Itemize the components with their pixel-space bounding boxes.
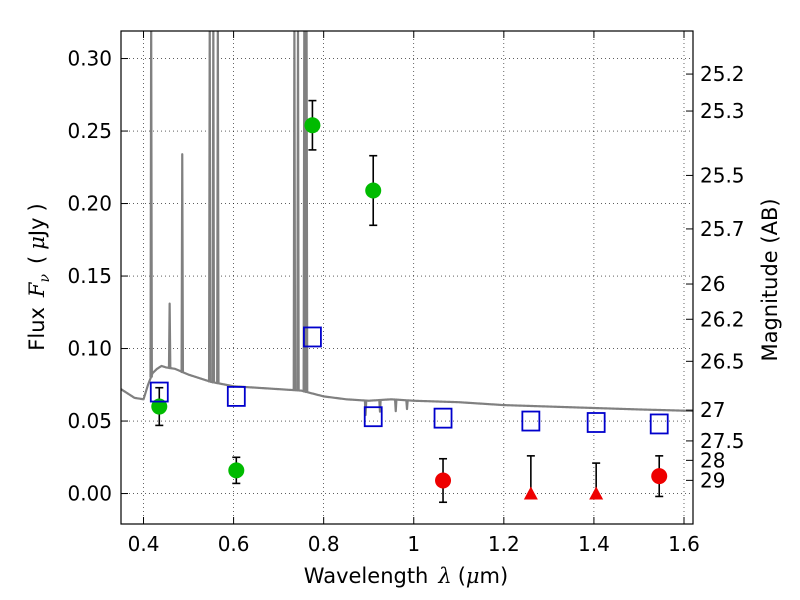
x-axis-label: Wavelength λ (μm) <box>304 564 508 588</box>
data-point <box>521 410 541 432</box>
data-point <box>151 398 168 415</box>
x-tick-label: 1.2 <box>488 532 520 556</box>
y2-tick-label: 25.7 <box>700 217 745 241</box>
x-tick-label: 0.8 <box>308 532 340 556</box>
data-point <box>228 462 245 479</box>
data-point <box>523 486 538 500</box>
data-point <box>303 326 322 348</box>
plot-frame <box>120 30 694 525</box>
y-tick-label: 0.30 <box>67 47 112 71</box>
data-point <box>149 381 169 403</box>
model-spectrum <box>121 31 693 417</box>
y-axis: 0.00 0.05 0.10 0.15 0.20 0.25 0.30 <box>67 47 128 506</box>
data-point <box>226 385 246 407</box>
spectrum-line <box>121 31 693 417</box>
x-tick-label: 0.6 <box>218 532 250 556</box>
y2-tick-label: 27.5 <box>700 429 745 453</box>
y2-axis-label: Magnitude (AB) <box>758 198 782 361</box>
y-tick-label: 0.25 <box>67 119 112 143</box>
y2-tick-label: 29 <box>700 468 725 492</box>
y2-tick-label: 26.5 <box>700 349 745 373</box>
data-point <box>304 117 321 134</box>
y-tick-label: 0.00 <box>67 482 112 506</box>
y2-tick-label: 28 <box>700 448 725 472</box>
data-point <box>365 182 382 199</box>
y-tick-label: 0.05 <box>67 409 112 433</box>
x-tick-label: 0.4 <box>128 532 160 556</box>
y-tick-label: 0.10 <box>67 337 112 361</box>
data-point <box>363 406 383 428</box>
x-tick-label: 1.6 <box>668 532 700 556</box>
data-point <box>586 412 606 433</box>
x-axis: 0.4 0.6 0.8 1 1.2 1.4 1.6 <box>128 31 700 556</box>
data-point <box>649 413 669 435</box>
grid-lines <box>121 31 693 524</box>
y-axis-label: FluxFν(μJy) <box>25 203 53 350</box>
y2-tick-label: 25.5 <box>700 163 745 187</box>
data-point <box>435 472 452 489</box>
data-point <box>433 407 453 429</box>
y2-tick-label: 26 <box>700 272 725 296</box>
data-point <box>589 486 604 500</box>
data-points <box>149 99 669 504</box>
y2-tick-label: 25.2 <box>700 62 745 86</box>
x-tick-label: 1.4 <box>578 532 610 556</box>
y2-tick-label: 25.3 <box>700 99 745 123</box>
data-point <box>651 468 668 485</box>
x-tick-label: 1 <box>407 532 420 556</box>
y-tick-label: 0.20 <box>67 192 112 216</box>
y2-tick-label: 26.2 <box>700 307 745 331</box>
y-tick-label: 0.15 <box>67 264 112 288</box>
y2-tick-label: 27 <box>700 398 725 422</box>
